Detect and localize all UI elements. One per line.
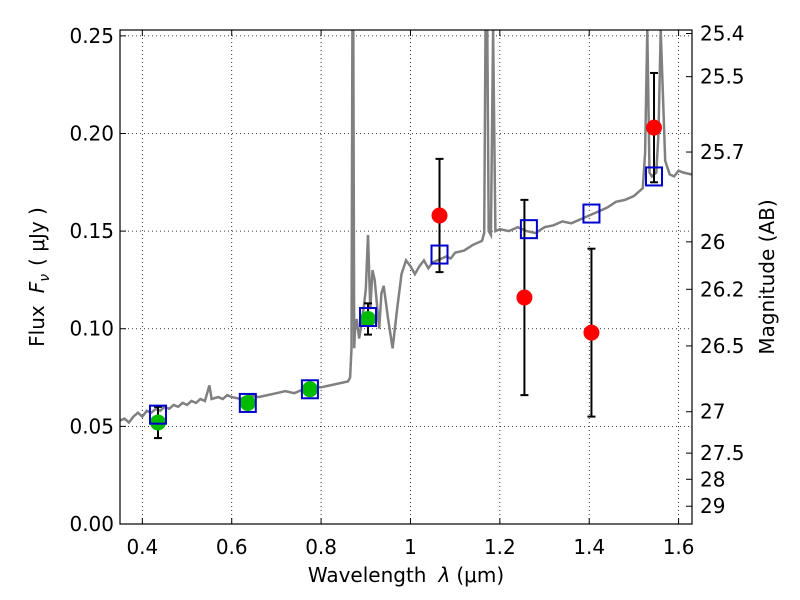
model-photometry-point [148,404,167,425]
model-photometry-point [582,203,601,224]
model-spectrum-line [120,30,692,425]
y2-tick-label: 27.5 [700,441,745,465]
y2-tick-label: 25.5 [700,65,745,89]
y-tick-label: 0.15 [69,219,114,243]
y-axis-label-prefix: Flux [25,305,49,347]
observed-point [431,207,448,224]
y2-axis-label: Magnitude (AB) [755,199,779,354]
x-axis-label: Wavelength λ (μm) [308,563,504,587]
y-axis-label-symbol: F [25,281,49,293]
model-photometry-point [645,166,664,187]
plot-frame [119,29,693,525]
axis-ticks: 0.4 0.6 0.8 1 1.2 1.4 1.6 0.00 0.05 0.10 0.15 0.20 0… [69,22,744,559]
error-bars [153,71,659,440]
observed-point [646,119,663,136]
x-tick-label: 1.6 [663,535,695,559]
x-tick-label: 1.4 [573,535,605,559]
y-tick-label: 0.10 [69,317,114,341]
observed-point [360,310,377,327]
observed-point [239,394,256,411]
x-tick-label: 0.6 [216,535,248,559]
model-photometry-point [430,244,449,265]
observed-point [301,381,318,398]
x-tick-label: 0.4 [126,535,158,559]
grid-lines [120,30,692,524]
y-tick-label: 0.20 [69,121,114,145]
y2-tick-label: 25.4 [700,22,745,46]
y-axis-label-unit: ( μJy ) [25,207,49,266]
y-tick-label: 0.00 [69,512,114,536]
y2-tick-label: 26 [700,230,725,254]
x-tick-label: 1 [404,535,417,559]
model-photometry-point [300,379,319,400]
y2-tick-label: 29 [700,494,725,518]
x-tick-label: 0.8 [305,535,337,559]
y2-tick-label: 26.5 [700,334,745,358]
observed-point [583,324,600,341]
x-axis-label-unit: (μm) [456,563,504,587]
y2-tick-label: 25.7 [700,140,745,164]
y2-tick-label: 26.2 [700,277,745,301]
y2-tick-label: 27 [700,400,725,424]
y2-tick-label: 28 [700,467,725,491]
model-photometry-point [359,307,378,328]
plot-area [120,30,692,440]
y-tick-label: 0.05 [69,414,114,438]
x-tick-label: 1.2 [484,535,516,559]
x-axis-label-symbol: λ [438,563,451,587]
y-axis-label: Flux Fν ( μJy ) [25,207,53,347]
model-photometry-points [148,166,664,425]
model-photometry-point [238,392,257,413]
observed-point [149,414,166,431]
x-axis-label-prefix: Wavelength [308,563,427,587]
y-tick-label: 0.25 [69,24,114,48]
observed-point [516,289,533,306]
y-axis-label-subscript: ν [37,274,53,282]
model-photometry-point [519,219,538,240]
observed-points [149,119,663,431]
